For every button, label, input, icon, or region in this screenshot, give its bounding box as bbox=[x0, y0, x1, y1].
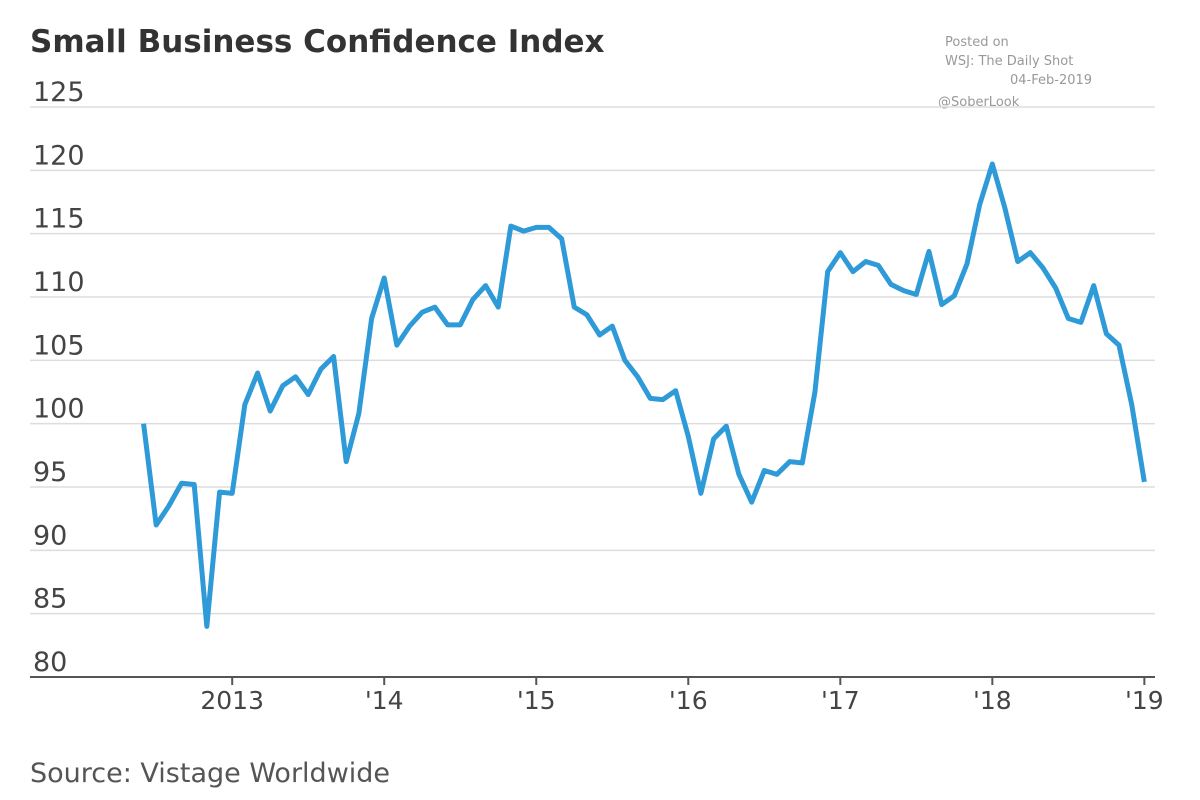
chart-title: Small Business Confidence Index bbox=[30, 24, 605, 60]
note: Posted on bbox=[945, 35, 1009, 50]
x-tick-label: '14 bbox=[365, 686, 404, 715]
x-tick-label: 2013 bbox=[200, 686, 264, 715]
y-tick-label: 125 bbox=[33, 77, 85, 108]
x-tick-label: '17 bbox=[821, 686, 860, 715]
note: WSJ: The Daily Shot bbox=[945, 54, 1073, 69]
y-tick-label: 85 bbox=[33, 584, 67, 615]
y-tick-label: 90 bbox=[33, 520, 67, 551]
source: Source: Vistage Worldwide bbox=[30, 758, 390, 789]
x-tick-label: '15 bbox=[517, 686, 556, 715]
y-tick-label: 110 bbox=[33, 267, 85, 298]
y-tick-label: 105 bbox=[33, 330, 85, 361]
data-line bbox=[141, 161, 1147, 629]
note: 04-Feb-2019 bbox=[1010, 73, 1092, 88]
y-tick-label: 120 bbox=[33, 140, 85, 171]
y-tick-label: 100 bbox=[33, 394, 85, 425]
y-tick-label: 115 bbox=[33, 204, 85, 235]
x-tick-label: '19 bbox=[1125, 686, 1164, 715]
x-tick-label: '18 bbox=[973, 686, 1012, 715]
y-tick-label: 80 bbox=[33, 647, 67, 678]
x-tick-label: '16 bbox=[669, 686, 708, 715]
y-tick-label: 95 bbox=[33, 457, 67, 488]
